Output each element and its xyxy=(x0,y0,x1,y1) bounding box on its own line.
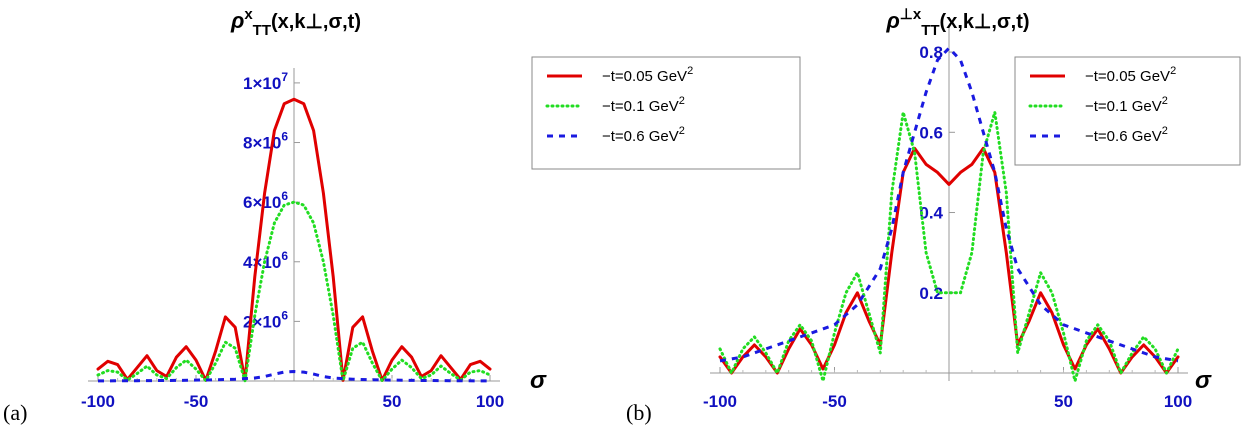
title-sup: x xyxy=(244,6,253,23)
y-tick-label: 8×106 xyxy=(243,130,288,153)
y-tick-label: 1×107 xyxy=(243,70,288,93)
title-base: ρ xyxy=(885,8,899,33)
legend-sup: 2 xyxy=(679,95,685,107)
legend-sup: 2 xyxy=(1162,95,1168,107)
legend-name: −t=0.05 GeV xyxy=(1085,68,1170,85)
y-tick-exponent: 6 xyxy=(281,308,288,322)
y-tick-base: 4×10 xyxy=(243,253,281,272)
y-tick-exponent: 6 xyxy=(281,130,288,144)
title-sup: ⊥x xyxy=(900,6,922,23)
series-line-3 xyxy=(97,370,491,383)
legend-sup: 2 xyxy=(687,65,693,77)
chart-title: ρxTT(x,k⊥,σ,t) xyxy=(230,6,361,39)
series-line-3 xyxy=(719,46,1179,363)
chart-title: ρ⊥xTT(x,k⊥,σ,t) xyxy=(885,6,1029,39)
y-tick-label: 0.8 xyxy=(919,43,943,62)
title-args: (x,k⊥,σ,t) xyxy=(271,11,361,33)
legend-name: −t=0.6 GeV xyxy=(602,128,679,145)
legend: −t=0.05 GeV2−t=0.1 GeV2−t=0.6 GeV2 xyxy=(1014,56,1241,166)
x-tick-label: -100 xyxy=(703,392,737,411)
legend-sup: 2 xyxy=(1162,125,1168,137)
title-base: ρ xyxy=(230,8,244,33)
x-axis-label: σ xyxy=(1195,367,1212,394)
legend-label-3: −t=0.6 GeV2 xyxy=(1085,125,1168,145)
legend-sup: 2 xyxy=(679,125,685,137)
x-tick-label: -50 xyxy=(184,392,209,411)
x-tick-label: 100 xyxy=(476,392,504,411)
legend-label-2: −t=0.1 GeV2 xyxy=(602,95,685,115)
legend-label-2: −t=0.1 GeV2 xyxy=(1085,95,1168,115)
legend-name: −t=0.05 GeV xyxy=(602,68,687,85)
series-line-1 xyxy=(718,146,1180,375)
legend: −t=0.05 GeV2−t=0.1 GeV2−t=0.6 GeV2 xyxy=(531,56,801,170)
series-line-2 xyxy=(96,200,492,383)
y-tick-exponent: 6 xyxy=(281,249,288,263)
title-sub: TT xyxy=(253,22,271,39)
legend-label-1: −t=0.05 GeV2 xyxy=(602,65,693,85)
legend-label-3: −t=0.6 GeV2 xyxy=(602,125,685,145)
series-line-2 xyxy=(718,110,1180,383)
series-line-1 xyxy=(96,97,492,382)
y-tick-label: 4×106 xyxy=(243,249,288,272)
panel-label: (b) xyxy=(626,400,652,425)
x-tick-label: 50 xyxy=(1054,392,1073,411)
legend-name: −t=0.6 GeV xyxy=(1085,128,1162,145)
legend-sup: 2 xyxy=(1170,65,1176,77)
title-args: (x,k⊥,σ,t) xyxy=(940,11,1030,33)
y-tick-base: 8×10 xyxy=(243,134,281,153)
chart-panel-b: -100 -50 50 100 0.2 0.4 0.6 0.8 ρ⊥xTT(x,k⊥,σ,t) σ… xyxy=(626,6,1241,425)
legend-label-1: −t=0.05 GeV2 xyxy=(1085,65,1176,85)
y-tick-label: 0.6 xyxy=(919,123,943,142)
chart-panel-a: -100 -50 50 1002×1064×1066×1068×1061×107ρxT… xyxy=(3,6,801,425)
legend-name: −t=0.1 GeV xyxy=(1085,98,1162,115)
x-axis-label: σ xyxy=(530,367,547,394)
y-tick-exponent: 7 xyxy=(281,70,288,84)
x-tick-label: -100 xyxy=(81,392,115,411)
legend-name: −t=0.1 GeV xyxy=(602,98,679,115)
y-tick-base: 1×10 xyxy=(243,74,281,93)
y-tick-label: 0.4 xyxy=(919,204,943,223)
x-tick-label: 50 xyxy=(383,392,402,411)
y-tick-label: 0.2 xyxy=(919,284,943,303)
x-tick-label: 100 xyxy=(1164,392,1192,411)
title-sub: TT xyxy=(921,22,939,39)
x-tick-label: -50 xyxy=(822,392,847,411)
panel-label: (a) xyxy=(3,400,27,425)
y-tick-exponent: 6 xyxy=(281,189,288,203)
